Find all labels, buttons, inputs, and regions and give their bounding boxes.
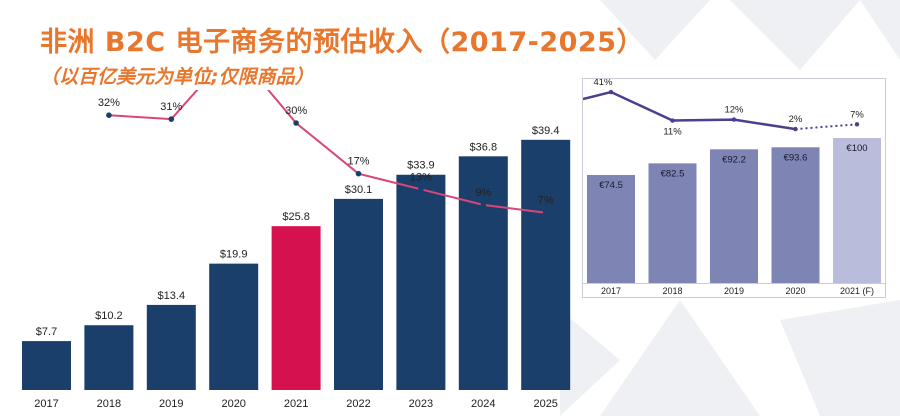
inset-x-tick-label-2017: 2017 [601, 286, 621, 296]
inset-growth-label-2017: 41% [593, 79, 613, 88]
inset-bar-value-label-2018: €82.5 [661, 168, 685, 179]
growth-rate-line [108, 90, 546, 214]
bar-value-label-2020: $19.9 [220, 249, 248, 261]
inset-x-tick-label-2019: 2019 [724, 286, 744, 296]
growth-label-2025: 7% [538, 195, 554, 207]
inset-bar-2018 [648, 163, 697, 283]
growth-point-2023 [418, 186, 424, 193]
inset-growth-label-2021 (F): 7% [850, 109, 864, 120]
background-decoration [560, 0, 900, 416]
inset-bar-2019 [710, 149, 758, 283]
bar-2020 [209, 263, 259, 390]
inset-growth-point-2018 [670, 118, 675, 123]
x-tick-label-2018: 2018 [97, 398, 121, 410]
growth-label-2023: 13% [410, 171, 432, 183]
growth-label-2021: 30% [285, 105, 307, 117]
inset-x-tick-label-2021 (F): 2021 (F) [840, 286, 874, 296]
x-tick-label-2023: 2023 [409, 398, 433, 410]
x-tick-label-2017: 2017 [34, 398, 58, 410]
growth-label-2024: 9% [475, 187, 491, 199]
inset-bar-2017 [587, 174, 635, 283]
bar-2022 [334, 198, 383, 390]
growth-point-2021 [293, 120, 299, 126]
x-tick-label-2019: 2019 [159, 398, 183, 410]
bar-2017 [22, 341, 71, 390]
growth-point-2025 [542, 209, 549, 216]
inset-bar-value-label-2020: €93.6 [784, 152, 808, 163]
inset-x-tick-label-2018: 2018 [662, 286, 682, 296]
bar-value-label-2018: $10.2 [95, 310, 123, 322]
inset-growth-label-2018: 11% [663, 127, 682, 138]
growth-label-2022: 17% [347, 156, 369, 168]
inset-revenue-chart: €74.5 2017 €82.5 2018 €92.2 2019 €93.6 2020 €100… [582, 77, 885, 297]
bar-2023 [396, 174, 446, 390]
inset-bar-2020 [771, 147, 820, 283]
x-tick-label-2021: 2021 [284, 398, 308, 410]
growth-point-2018 [106, 112, 112, 118]
x-tick-label-2022: 2022 [346, 398, 370, 410]
page-subtitle: （以百亿美元为单位;仅限商品） [40, 66, 314, 88]
inset-growth-label-2020: 2% [789, 114, 803, 125]
bar-2025 [521, 139, 571, 390]
inset-x-tick-label-2020: 2020 [785, 286, 805, 296]
x-tick-label-2025: 2025 [533, 398, 557, 410]
inset-growth-line-forecast [795, 123, 858, 131]
bar-2024 [458, 156, 508, 390]
inset-growth-point-2019 [731, 117, 737, 122]
growth-point-2022 [355, 170, 362, 177]
inset-growth-point-2020 [793, 126, 798, 132]
bar-2019 [146, 304, 196, 390]
x-tick-label-2024: 2024 [471, 398, 495, 410]
bar-value-label-2023: $33.9 [407, 160, 435, 172]
bar-value-label-2025: $39.4 [532, 125, 560, 137]
growth-label-2019: 31% [160, 101, 182, 113]
bar-value-label-2017: $7.7 [36, 326, 57, 338]
inset-bar-value-label-2021 (F): €100 [846, 143, 867, 154]
bar-2021 [271, 226, 321, 390]
inset-chart-panel: €74.5 2017 €82.5 2018 €92.2 2019 €93.6 2020 €100… [582, 77, 886, 298]
growth-label-2018: 32% [98, 97, 120, 109]
bar-value-label-2022: $30.1 [345, 184, 373, 196]
bar-value-label-2024: $36.8 [470, 141, 498, 153]
inset-bar-value-label-2017: €74.5 [599, 180, 623, 191]
growth-point-2019 [168, 116, 175, 122]
growth-point-2024 [480, 202, 487, 208]
x-tick-label-2020: 2020 [221, 398, 245, 410]
inset-growth-point-2021 (F) [854, 122, 860, 127]
inset-growth-point-2017 [608, 89, 614, 95]
inset-bar-value-label-2019: €92.2 [722, 154, 746, 165]
bar-value-label-2019: $13.4 [158, 290, 186, 302]
bar-value-label-2021: $25.8 [282, 211, 310, 223]
inset-bar-2021 (F) [833, 138, 881, 283]
africa-revenue-chart: $7.7 2017 $10.2 2018 $13.4 2019 $19.9 2020 $25.8… [22, 90, 571, 410]
page-title: 非洲 B2C 电子商务的预估收入（2017-2025） [40, 27, 644, 58]
inset-growth-label-2019: 12% [724, 105, 744, 116]
bar-2018 [84, 325, 134, 390]
